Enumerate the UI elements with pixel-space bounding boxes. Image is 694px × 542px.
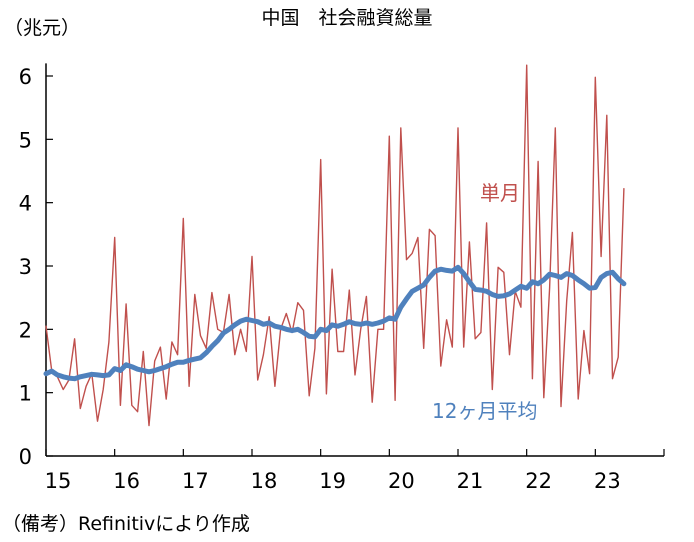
y-tick-label: 2 <box>19 318 32 342</box>
series-layer <box>43 64 627 427</box>
series-label-12m-average: 12ヶ月平均 <box>432 399 537 423</box>
x-tick-label: 15 <box>45 469 72 493</box>
y-tick-label: 6 <box>19 65 32 89</box>
series-label-monthly: 単月 <box>480 181 520 205</box>
y-tick-label: 5 <box>19 128 32 152</box>
x-tick-label: 21 <box>457 469 484 493</box>
x-tick-label: 17 <box>182 469 209 493</box>
y-tick-label: 1 <box>19 382 32 406</box>
x-axis: 15 16 17 18 19 20 21 22 23 <box>45 449 665 493</box>
y-axis: 0 1 2 3 4 5 6 <box>19 63 53 469</box>
series-line-monthly <box>45 64 625 427</box>
y-tick-label: 4 <box>19 192 32 216</box>
x-tick-label: 20 <box>388 469 415 493</box>
x-tick-label: 19 <box>319 469 346 493</box>
y-tick-label: 0 <box>19 445 32 469</box>
x-tick-label: 18 <box>251 469 278 493</box>
x-tick-label: 22 <box>525 469 552 493</box>
x-tick-label: 23 <box>594 469 621 493</box>
y-axis-unit: （兆元） <box>4 17 80 39</box>
x-tick-label: 16 <box>113 469 140 493</box>
chart-title: 中国 社会融資総量 <box>261 7 432 29</box>
y-tick-label: 3 <box>19 255 32 279</box>
source-note: （備考）Refinitivにより作成 <box>2 513 250 535</box>
series-line-12m-average <box>43 264 627 382</box>
